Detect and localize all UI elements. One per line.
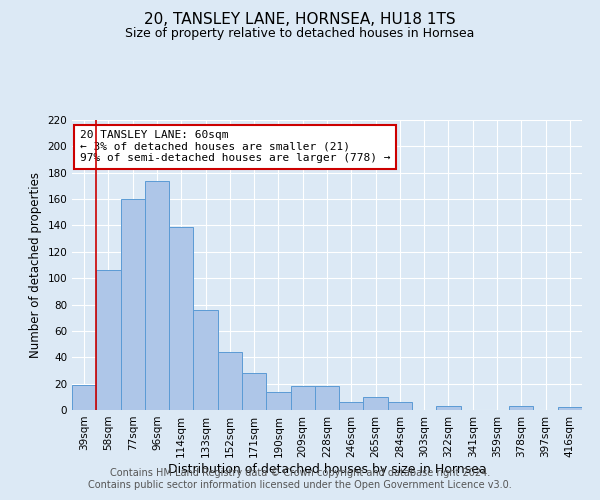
- X-axis label: Distribution of detached houses by size in Hornsea: Distribution of detached houses by size …: [167, 462, 487, 475]
- Bar: [509, 406, 533, 410]
- Text: Size of property relative to detached houses in Hornsea: Size of property relative to detached ho…: [125, 28, 475, 40]
- Bar: [96, 270, 121, 410]
- Bar: [218, 352, 242, 410]
- Bar: [436, 406, 461, 410]
- Bar: [364, 397, 388, 410]
- Text: 20, TANSLEY LANE, HORNSEA, HU18 1TS: 20, TANSLEY LANE, HORNSEA, HU18 1TS: [144, 12, 456, 28]
- Bar: [339, 402, 364, 410]
- Text: 20 TANSLEY LANE: 60sqm
← 3% of detached houses are smaller (21)
97% of semi-deta: 20 TANSLEY LANE: 60sqm ← 3% of detached …: [80, 130, 390, 164]
- Bar: [558, 408, 582, 410]
- Bar: [266, 392, 290, 410]
- Text: Contains public sector information licensed under the Open Government Licence v3: Contains public sector information licen…: [88, 480, 512, 490]
- Bar: [169, 227, 193, 410]
- Bar: [242, 373, 266, 410]
- Bar: [315, 386, 339, 410]
- Y-axis label: Number of detached properties: Number of detached properties: [29, 172, 42, 358]
- Bar: [145, 180, 169, 410]
- Bar: [121, 199, 145, 410]
- Text: Contains HM Land Registry data © Crown copyright and database right 2024.: Contains HM Land Registry data © Crown c…: [110, 468, 490, 477]
- Bar: [290, 386, 315, 410]
- Bar: [388, 402, 412, 410]
- Bar: [193, 310, 218, 410]
- Bar: [72, 385, 96, 410]
